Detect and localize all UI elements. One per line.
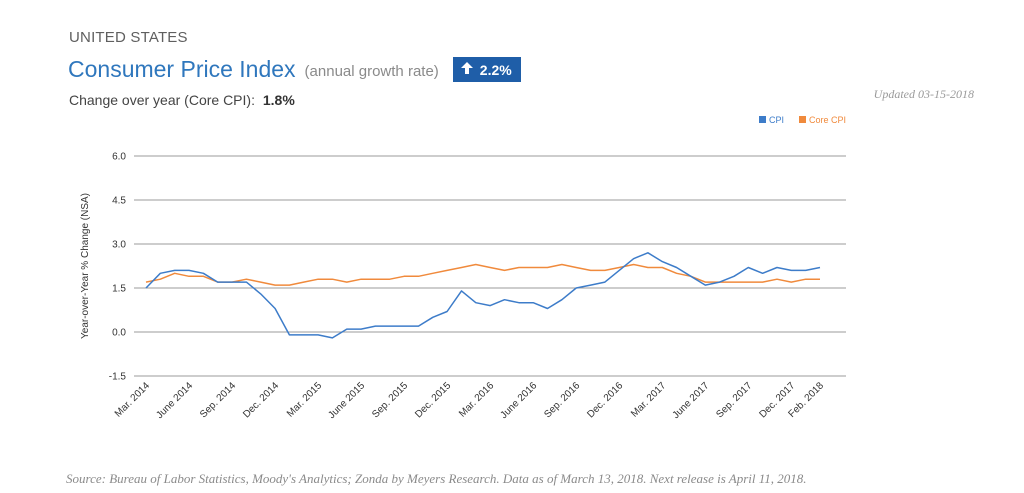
x-tick-label: Sep. 2015 [370,380,410,420]
x-tick-label: June 2017 [671,380,712,421]
updated-date: Updated 03-15-2018 [873,87,974,101]
badge-value: 2.2% [479,61,512,78]
x-tick-label: June 2016 [498,380,539,421]
x-tick-label: Sep. 2017 [714,380,754,420]
chart-subtitle: (annual growth rate) [304,62,439,80]
legend-label: Core CPI [809,115,846,125]
x-tick-label: Mar. 2016 [457,380,497,420]
y-tick-label: 4.5 [112,196,126,207]
legend-swatch [759,116,766,123]
y-tick-label: 6.0 [112,152,126,163]
x-tick-label: Dec. 2016 [585,380,625,420]
y-tick-label: 3.0 [112,240,126,251]
core-cpi-change: Change over year (Core CPI): 1.8% [69,92,295,108]
x-tick-label: Sep. 2016 [542,380,582,420]
x-tick-label: Mar. 2014 [113,380,153,420]
arrow-up-icon [460,61,476,78]
series-line-cpi [145,252,821,339]
y-tick-label: -1.5 [109,372,127,383]
country-label: UNITED STATES [69,29,188,46]
x-tick-label: Sep. 2014 [198,380,238,420]
source-note: Source: Bureau of Labor Statistics, Mood… [66,471,807,486]
x-tick-label: June 2014 [154,380,195,421]
x-tick-label: Mar. 2017 [629,380,669,420]
x-tick-label: Dec. 2015 [413,380,453,420]
legend-label: CPI [769,115,784,125]
growth-badge: 2.2% [452,57,521,82]
x-tick-label: Mar. 2015 [285,380,325,420]
y-tick-labels: 6.0 4.5 3.0 1.5 0.0 -1.5 [109,152,127,383]
change-label: Change over year (Core CPI): [69,92,255,108]
title-row: Consumer Price Index (annual growth rate… [68,56,521,83]
y-tick-label: 0.0 [112,328,126,339]
x-tick-label: June 2015 [326,380,367,421]
series-line-core-cpi [145,263,820,286]
change-value: 1.8% [262,92,295,108]
series-lines [145,252,821,339]
legend: CPI Core CPI [759,115,846,125]
grid-lines [134,155,846,377]
legend-swatch [799,116,806,123]
y-axis-label: Year-over-Year % Change (NSA) [80,193,91,339]
y-tick-label: 1.5 [112,284,126,295]
x-tick-labels: Mar. 2014 June 2014 Sep. 2014 Dec. 2014 Mar.… [113,380,827,421]
chart-title: Consumer Price Index [68,56,296,82]
x-tick-label: Dec. 2014 [241,380,281,420]
